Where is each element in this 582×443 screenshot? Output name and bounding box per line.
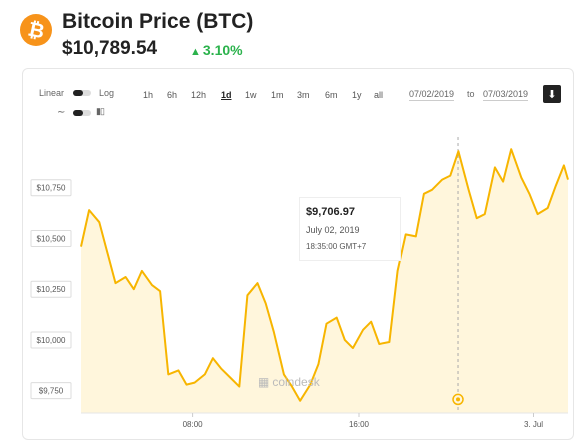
chart-style-toggle[interactable] (73, 110, 91, 116)
range-6m[interactable]: 6m (325, 90, 338, 100)
y-tick-box (30, 331, 72, 349)
price-line[interactable] (80, 148, 569, 402)
chart-tooltip: $9,706.97 July 02, 2019 18:35:00 GMT+7 (299, 197, 401, 261)
candlestick-icon[interactable]: ▮▯ (96, 106, 105, 116)
price-chart[interactable]: $9,750 $10,000 $10,250 $10,500 $10,750 08:00 1… (23, 69, 573, 439)
date-to-label: to (467, 89, 475, 99)
range-1d[interactable]: 1d (221, 90, 232, 100)
range-1m[interactable]: 1m (271, 90, 284, 100)
y-tick-label: $9,750 (39, 387, 64, 396)
y-tick-box (30, 382, 72, 400)
y-tick-label: $10,250 (37, 285, 66, 294)
date-from-input[interactable]: 07/02/2019 (409, 89, 455, 101)
price-change: ▲ 3.10% (190, 42, 243, 58)
hover-point-center (456, 397, 461, 402)
current-price: $10,789.54 (62, 38, 158, 59)
range-6h[interactable]: 6h (167, 90, 178, 100)
up-arrow-icon: ▲ (190, 46, 201, 58)
range-all[interactable]: all (374, 90, 384, 100)
coindesk-logo-icon: ▦ (258, 375, 270, 389)
page-title: Bitcoin Price (BTC) (62, 10, 254, 33)
range-1y[interactable]: 1y (352, 90, 362, 100)
coindesk-watermark: ▦ coindesk (258, 375, 320, 389)
x-tick-label: 16:00 (349, 420, 370, 429)
chart-card: Linear Log ∼ ▮▯ 1h 6h 12h 1d 1w 1m 3m 6m… (22, 68, 574, 440)
range-1w[interactable]: 1w (245, 90, 257, 100)
price-area-fill (81, 149, 568, 413)
price-change-value: 3.10% (202, 42, 243, 58)
bitcoin-icon: ₿ (20, 14, 52, 46)
scale-toggle[interactable] (73, 90, 91, 96)
y-tick-label: $10,000 (37, 336, 66, 345)
date-to-input[interactable]: 07/03/2019 (483, 89, 529, 101)
tooltip-date: July 02, 2019 (306, 225, 360, 235)
y-tick-box (30, 179, 72, 197)
y-tick-label: $10,750 (37, 184, 66, 193)
range-1h[interactable]: 1h (143, 90, 154, 100)
tooltip-price: $9,706.97 (306, 206, 355, 218)
range-12h[interactable]: 12h (191, 90, 207, 100)
download-icon[interactable]: ⬇ (543, 85, 561, 103)
scale-log-label[interactable]: Log (99, 88, 115, 98)
y-tick-label: $10,500 (37, 234, 66, 243)
tooltip-time: 18:35:00 GMT+7 (306, 242, 367, 251)
watermark-text: coindesk (272, 375, 320, 389)
y-tick-box (30, 229, 72, 247)
range-3m[interactable]: 3m (297, 90, 310, 100)
x-tick-label: 3. Jul (524, 420, 543, 429)
line-icon[interactable]: ∼ (57, 107, 66, 118)
y-tick-box (30, 280, 72, 298)
x-tick-label: 08:00 (183, 420, 204, 429)
scale-linear-label[interactable]: Linear (39, 88, 65, 98)
chart-controls: Linear Log ∼ ▮▯ 1h 6h 12h 1d 1w 1m 3m 6m… (23, 69, 573, 129)
coin-header: ₿ Bitcoin Price (BTC) $10,789.54 ▲ 3.10% (20, 8, 560, 64)
